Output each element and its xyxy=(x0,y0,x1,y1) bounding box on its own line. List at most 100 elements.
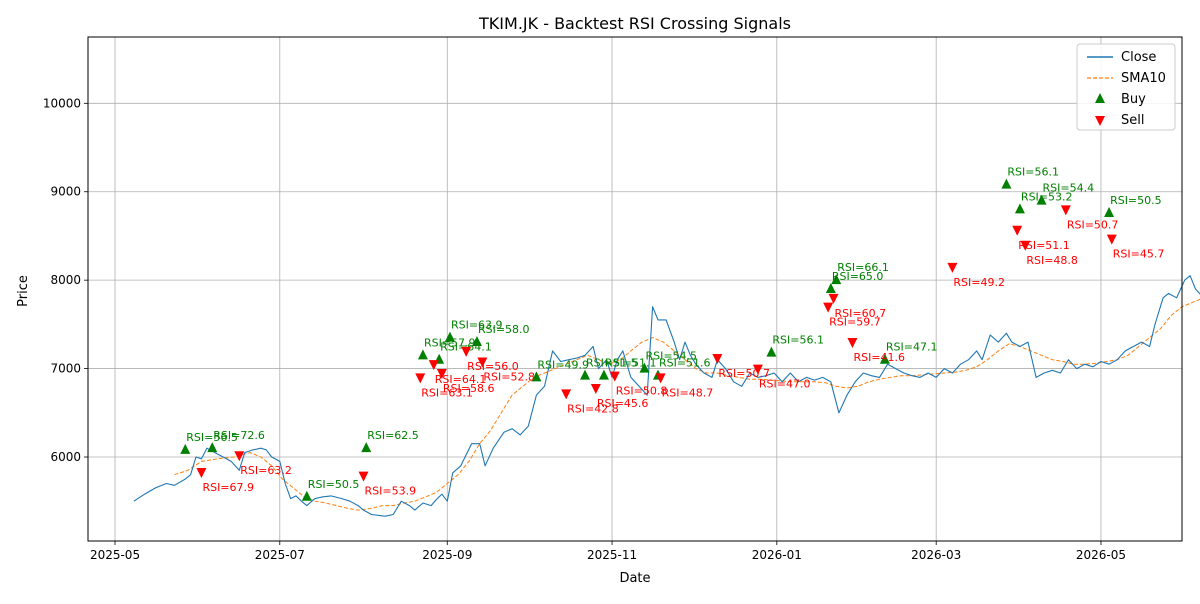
sell-label: RSI=42.8 xyxy=(567,402,619,415)
sell-marker xyxy=(752,364,763,375)
sell-marker xyxy=(712,353,723,364)
buy-marker xyxy=(1001,178,1012,189)
y-tick-label: 6000 xyxy=(50,450,81,464)
y-tick-label: 9000 xyxy=(50,185,81,199)
sell-label: RSI=45.7 xyxy=(1113,248,1165,261)
sell-marker xyxy=(1012,225,1023,236)
x-tick-label: 2025-05 xyxy=(90,548,140,562)
buy-marker xyxy=(1104,206,1115,217)
sell-marker xyxy=(477,357,488,368)
buy-label: RSI=51.6 xyxy=(659,357,711,370)
buy-marker xyxy=(879,353,890,364)
buy-label: RSI=51.5 xyxy=(586,357,638,370)
buy-marker xyxy=(471,336,482,347)
buy-marker xyxy=(1014,203,1025,214)
buy-marker xyxy=(531,371,542,382)
sell-marker xyxy=(358,471,369,482)
buy-label: RSI=56.1 xyxy=(772,334,824,347)
grid xyxy=(88,37,1182,541)
sell-label: RSI=50.7 xyxy=(1067,218,1119,231)
sell-label: RSI=51.1 xyxy=(1018,239,1070,252)
buy-marker xyxy=(639,362,650,373)
sell-marker xyxy=(590,384,601,395)
legend: Close SMA10 Buy Sell xyxy=(1076,43,1176,131)
sma10-series xyxy=(174,298,1200,511)
buy-marker xyxy=(301,490,312,501)
y-tick-label: 7000 xyxy=(50,362,81,376)
buy-marker xyxy=(598,369,609,380)
legend-swatch-buy xyxy=(1095,93,1105,103)
sell-marker xyxy=(436,369,447,379)
sell-label: RSI=52.8 xyxy=(483,371,535,384)
buy-label: RSI=56.5 xyxy=(186,431,238,444)
x-tick-label: 2026-03 xyxy=(911,548,961,562)
sell-marker xyxy=(461,346,472,357)
legend-swatch-sell xyxy=(1095,116,1105,126)
buy-label: RSI=58.0 xyxy=(478,323,530,336)
sell-marker xyxy=(1020,240,1031,251)
sell-marker xyxy=(415,373,426,384)
axis-ticks: 2025-05 2025-07 2025-09 2025-11 2026-01 2026-… xyxy=(43,96,1126,562)
sell-marker xyxy=(823,302,834,313)
close-series xyxy=(133,275,1200,517)
sell-marker xyxy=(561,389,572,400)
legend-label: Close xyxy=(1121,50,1156,65)
x-axis-label: Date xyxy=(619,571,650,586)
buy-label: RSI=53.2 xyxy=(1021,190,1073,203)
buy-marker xyxy=(1036,194,1047,205)
sell-label: RSI=59.7 xyxy=(829,316,881,329)
buy-marker xyxy=(180,443,191,454)
sell-marker xyxy=(1106,234,1117,245)
buy-marker xyxy=(825,283,836,293)
buy-label: RSI=56.1 xyxy=(1007,166,1059,179)
buy-label: RSI=49.9 xyxy=(537,358,589,371)
y-tick-label: 10000 xyxy=(43,96,81,110)
buy-label: RSI=50.5 xyxy=(1110,194,1162,207)
x-tick-label: 2026-05 xyxy=(1076,548,1126,562)
buy-label: RSI=57.9 xyxy=(424,336,476,349)
buy-marker xyxy=(207,442,218,453)
buy-marker xyxy=(831,274,842,285)
sell-label: RSI=64.1 xyxy=(435,373,487,386)
sell-label: RSI=45.6 xyxy=(597,397,649,410)
sell-label: RSI=50.8 xyxy=(616,385,668,398)
sell-marker xyxy=(655,373,666,384)
sell-label: RSI=49.2 xyxy=(953,276,1005,289)
x-tick-label: 2026-01 xyxy=(752,548,802,562)
sell-marker xyxy=(609,371,620,382)
sell-marker xyxy=(234,451,245,462)
sell-marker xyxy=(196,468,207,479)
buy-label: RSI=65.0 xyxy=(832,270,884,283)
sma10-line xyxy=(174,298,1200,511)
buy-label: RSI=54.4 xyxy=(1043,182,1095,195)
buy-label: RSI=50.5 xyxy=(308,478,360,491)
buy-label: RSI=66.1 xyxy=(837,261,889,274)
sell-marker xyxy=(428,360,439,371)
buy-label: RSI=72.6 xyxy=(213,429,265,442)
sell-label: RSI=53.9 xyxy=(365,485,417,498)
buy-marker xyxy=(766,346,777,357)
sell-label: RSI=56.0 xyxy=(467,360,519,373)
x-tick-label: 2025-11 xyxy=(587,548,637,562)
buy-marker xyxy=(580,369,591,380)
sell-label: RSI=48.7 xyxy=(662,386,714,399)
sell-label: RSI=63.2 xyxy=(240,464,292,477)
sell-marker xyxy=(828,293,839,304)
buy-marker xyxy=(361,442,372,453)
sell-marker xyxy=(847,338,858,349)
close-line xyxy=(133,275,1200,517)
sell-label: RSI=63.1 xyxy=(421,386,473,399)
sell-label: RSI=48.8 xyxy=(1026,254,1078,267)
sell-marker xyxy=(947,262,958,273)
plot-frame xyxy=(87,36,1183,542)
buy-marker xyxy=(417,349,428,360)
legend-box xyxy=(1076,43,1176,131)
x-tick-label: 2025-07 xyxy=(255,548,305,562)
x-tick-label: 2025-09 xyxy=(422,548,472,562)
legend-label: Buy xyxy=(1121,92,1146,107)
sell-label: RSI=41.6 xyxy=(853,351,905,364)
sell-label: RSI=58.6 xyxy=(443,382,495,395)
